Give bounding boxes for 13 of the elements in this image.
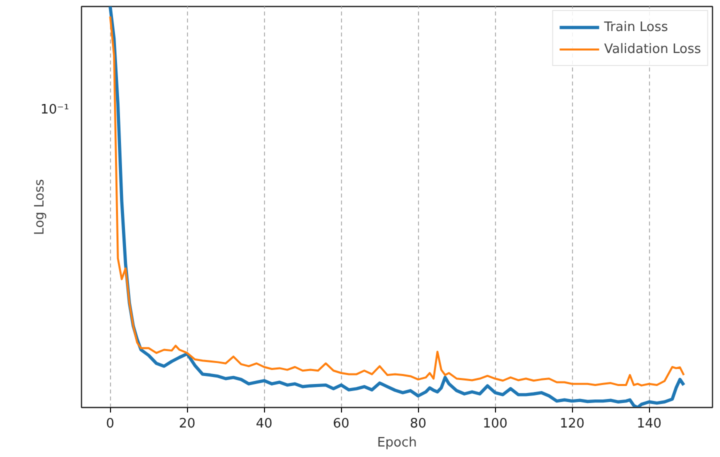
x-tick-label: 120 [560, 416, 585, 432]
x-tick-label: 140 [636, 416, 662, 432]
x-tick-label: 80 [410, 416, 426, 432]
x-tick-label: 20 [178, 416, 196, 432]
x-tick-label: 100 [482, 416, 508, 432]
y-axis-title: Log Loss [32, 178, 48, 235]
x-tick-label: 60 [332, 416, 350, 432]
legend-label: Train Loss [604, 20, 668, 34]
legend-label: Validation Loss [604, 42, 701, 56]
text: 10⁻¹ [40, 102, 70, 118]
x-tick-label: 0 [106, 416, 114, 432]
x-axis-title: Epoch [377, 436, 417, 450]
x-tick-label: 40 [256, 416, 272, 432]
